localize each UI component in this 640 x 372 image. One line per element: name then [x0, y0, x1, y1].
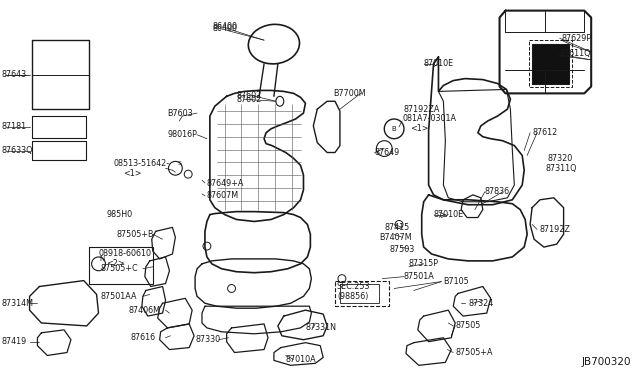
Text: 87505+C: 87505+C — [100, 264, 138, 273]
Text: JB700320: JB700320 — [581, 357, 631, 368]
Text: 86400: 86400 — [213, 22, 238, 31]
Text: 985H0: 985H0 — [106, 210, 132, 219]
Text: 87602: 87602 — [236, 91, 262, 100]
Text: 87505+A: 87505+A — [455, 348, 493, 357]
Text: 87330: 87330 — [195, 335, 220, 344]
Text: 87419: 87419 — [2, 337, 28, 346]
Text: 87612: 87612 — [532, 128, 557, 137]
Text: B7700M: B7700M — [333, 89, 365, 98]
Text: 87649: 87649 — [374, 148, 399, 157]
Text: <2>: <2> — [106, 259, 125, 268]
Text: 87192ZA: 87192ZA — [404, 105, 440, 113]
Text: 87010E: 87010E — [433, 210, 463, 219]
Text: 87616: 87616 — [130, 333, 155, 342]
Text: 87501A: 87501A — [404, 272, 435, 281]
Text: 87010E: 87010E — [424, 59, 454, 68]
Text: SEC.253: SEC.253 — [337, 282, 371, 291]
Text: B7105: B7105 — [444, 277, 469, 286]
Text: 87611Q: 87611Q — [559, 49, 591, 58]
Text: (98856): (98856) — [337, 292, 369, 301]
Text: 081A7-0301A: 081A7-0301A — [402, 115, 456, 124]
Text: <1>: <1> — [123, 169, 141, 178]
Text: 87406M: 87406M — [128, 306, 160, 315]
Text: 87503: 87503 — [389, 244, 415, 254]
Text: 87331N: 87331N — [305, 323, 337, 333]
Text: 87505+B: 87505+B — [116, 230, 154, 239]
Text: 87501AA: 87501AA — [100, 292, 137, 301]
Text: 87607M: 87607M — [207, 191, 239, 201]
Text: 87415: 87415 — [384, 223, 410, 232]
Text: 86400: 86400 — [213, 24, 238, 33]
Text: 87324: 87324 — [468, 299, 493, 308]
Polygon shape — [532, 44, 568, 84]
Text: 87505: 87505 — [455, 321, 481, 330]
Text: 87314M: 87314M — [2, 299, 34, 308]
Text: N: N — [100, 256, 105, 262]
Text: 87602: 87602 — [236, 95, 262, 104]
Text: B: B — [392, 126, 397, 132]
Text: 87629P: 87629P — [562, 34, 592, 43]
Text: <1>: <1> — [410, 124, 428, 133]
Text: 87315P: 87315P — [409, 259, 439, 268]
Text: 87181: 87181 — [2, 122, 27, 131]
Text: 87643: 87643 — [2, 70, 27, 79]
Text: 87649+A: 87649+A — [207, 179, 244, 187]
Text: 08918-60610: 08918-60610 — [99, 250, 152, 259]
Text: 98016P: 98016P — [168, 130, 197, 139]
Text: 08513-51642-: 08513-51642- — [113, 159, 170, 168]
Text: 87836: 87836 — [484, 187, 510, 196]
Text: B7407M: B7407M — [380, 233, 412, 242]
Text: 87192Z: 87192Z — [540, 225, 571, 234]
Text: 87633Q: 87633Q — [2, 146, 33, 155]
Text: S: S — [177, 161, 181, 166]
Text: 87311Q: 87311Q — [546, 164, 577, 173]
Text: 87320: 87320 — [548, 154, 573, 163]
Text: 87010A: 87010A — [285, 355, 316, 364]
Text: B7603: B7603 — [168, 109, 193, 118]
